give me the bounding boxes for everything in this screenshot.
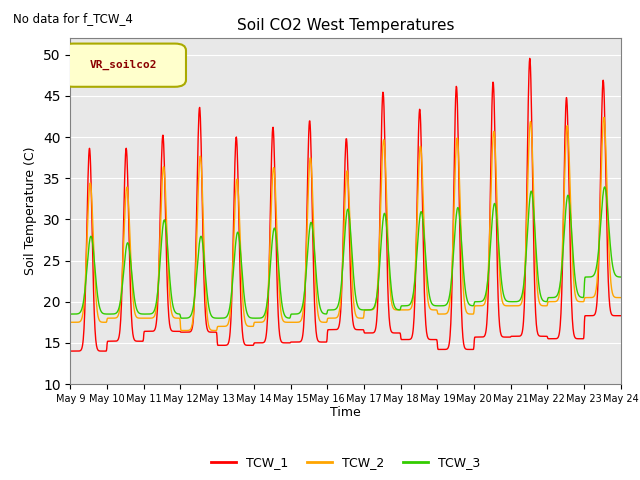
TCW_2: [600, 115, 608, 120]
TCW_1: [617, 313, 625, 319]
TCW_1: [300, 319, 308, 324]
TCW_2: [617, 295, 625, 300]
TCW_3: [300, 291, 308, 297]
Legend: TCW_1, TCW_2, TCW_3: TCW_1, TCW_2, TCW_3: [206, 452, 485, 475]
Line: TCW_2: TCW_2: [70, 118, 621, 331]
TCW_3: [380, 211, 388, 217]
TCW_3: [214, 315, 222, 321]
TCW_2: [312, 280, 319, 286]
X-axis label: Time: Time: [330, 407, 361, 420]
TCW_2: [322, 319, 330, 325]
Line: TCW_3: TCW_3: [70, 187, 621, 318]
TCW_3: [109, 311, 117, 317]
TCW_1: [321, 339, 329, 345]
TCW_3: [132, 301, 140, 307]
TCW_1: [132, 338, 140, 344]
TCW_1: [312, 318, 319, 324]
Text: No data for f_TCW_4: No data for f_TCW_4: [13, 12, 132, 25]
TCW_3: [67, 311, 74, 317]
Line: TCW_1: TCW_1: [70, 59, 621, 351]
FancyBboxPatch shape: [62, 44, 186, 87]
TCW_1: [109, 338, 117, 344]
TCW_2: [67, 319, 74, 325]
TCW_3: [601, 184, 609, 190]
Text: VR_soilco2: VR_soilco2: [90, 60, 157, 70]
TCW_1: [380, 95, 387, 100]
TCW_3: [322, 311, 330, 317]
TCW_2: [109, 315, 117, 321]
TCW_2: [380, 137, 388, 143]
TCW_2: [132, 312, 140, 318]
TCW_2: [300, 295, 308, 300]
TCW_1: [526, 56, 534, 61]
TCW_3: [312, 265, 319, 271]
TCW_3: [617, 274, 625, 280]
TCW_2: [178, 328, 186, 334]
Y-axis label: Soil Temperature (C): Soil Temperature (C): [24, 147, 38, 276]
Title: Soil CO2 West Temperatures: Soil CO2 West Temperatures: [237, 18, 454, 33]
TCW_1: [67, 348, 74, 354]
